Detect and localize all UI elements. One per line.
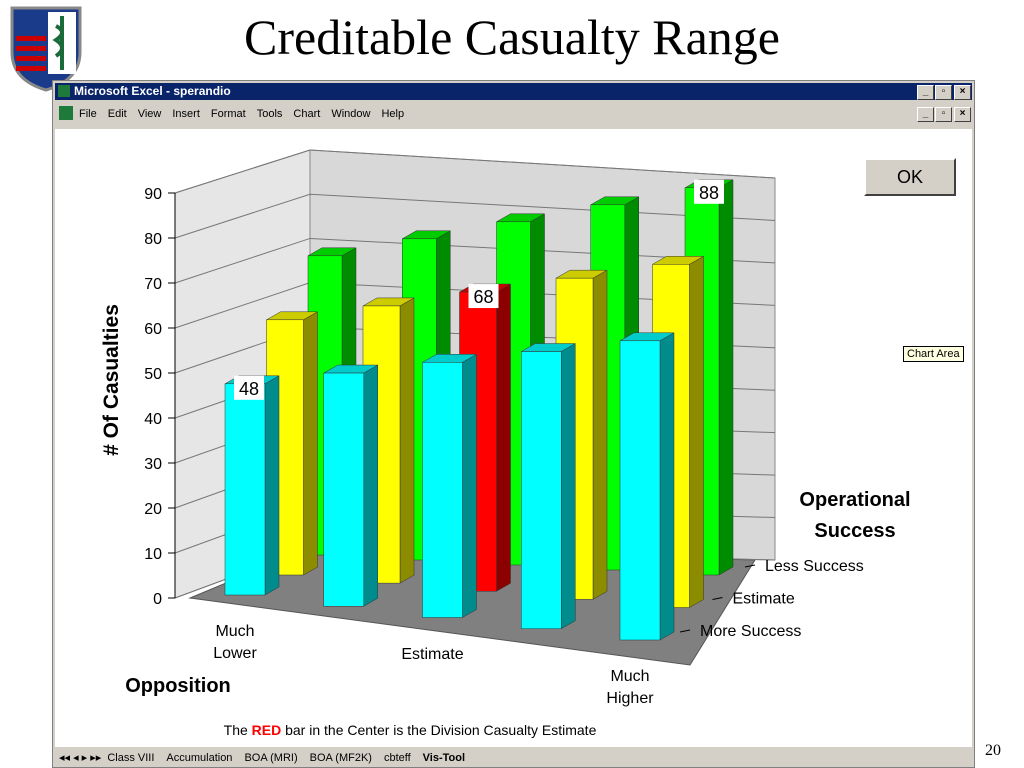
- data-label: 68: [473, 287, 493, 307]
- data-label-box: [468, 284, 499, 309]
- note-highlight: RED: [251, 722, 282, 738]
- menu-bar: File Edit View Insert Format Tools Chart Window…: [55, 103, 972, 125]
- bar-side: [496, 283, 511, 592]
- sheet-tab[interactable]: cbteff: [383, 752, 411, 764]
- z-axis-label: Operational Success: [799, 489, 911, 542]
- data-label-box: [694, 179, 724, 204]
- minimize[interactable]: _: [917, 107, 934, 122]
- minimize[interactable]: _: [917, 85, 934, 100]
- title-bar: Microsoft Excel - sperandio _ ▫ ×: [55, 83, 972, 100]
- bar-side: [718, 179, 734, 576]
- y-tick-label: 40: [144, 411, 162, 428]
- x-tick-label: Much Lower: [213, 623, 257, 662]
- bar: [619, 340, 661, 641]
- tooltip: Chart Area: [903, 346, 964, 362]
- menu-item[interactable]: Window: [331, 108, 371, 120]
- y-tick-label: 10: [144, 546, 162, 563]
- bar-side: [363, 364, 378, 607]
- bar-side: [689, 255, 704, 608]
- note-text: bar in the Center is the Division Casual…: [285, 722, 597, 738]
- sheet-tab[interactable]: Vis-Tool: [422, 752, 466, 764]
- bar: [422, 362, 463, 618]
- bar-side: [561, 343, 576, 630]
- menu-item[interactable]: Insert: [172, 108, 200, 120]
- z-tick-label: More Success: [700, 623, 801, 640]
- menu-item[interactable]: Edit: [107, 108, 127, 120]
- menu-item[interactable]: Tools: [256, 108, 283, 120]
- note-text: The: [223, 722, 248, 738]
- menu-item[interactable]: Format: [210, 108, 246, 120]
- slide-title: Creditable Casualty Range: [244, 9, 780, 65]
- z-tick: [744, 564, 756, 568]
- bar-side: [303, 311, 318, 576]
- bar: [323, 372, 364, 607]
- x-tick-label: Much Higher: [606, 668, 654, 707]
- y-tick-label: 70: [144, 276, 162, 293]
- bar-side: [659, 332, 675, 641]
- z-tick-label: Estimate: [733, 591, 795, 608]
- z-tick-label: Less Success: [765, 558, 864, 575]
- bar-side: [264, 375, 280, 596]
- window-title: Microsoft Excel - sperandio: [74, 84, 231, 98]
- bar-side: [592, 269, 608, 600]
- bar-side: [399, 297, 415, 584]
- menu-item[interactable]: File: [79, 108, 97, 120]
- sheet-tab[interactable]: Class VIII: [107, 752, 155, 764]
- bar-side: [462, 353, 477, 618]
- sheet-tab[interactable]: BOA (MRI): [244, 752, 298, 764]
- z-tick: [679, 629, 691, 633]
- menu-item[interactable]: View: [137, 108, 162, 120]
- grid-line: [174, 149, 776, 194]
- page-number: 20: [985, 742, 1001, 759]
- y-tick-label: 90: [144, 186, 162, 203]
- y-tick-label: 60: [144, 321, 162, 338]
- close[interactable]: ×: [954, 85, 971, 100]
- x-tick-label: Estimate: [401, 645, 464, 663]
- menu-item[interactable]: Chart: [293, 108, 321, 120]
- data-label: 88: [699, 183, 719, 203]
- x-axis-label: Opposition: [125, 675, 231, 697]
- sheet-tab[interactable]: BOA (MF2K): [309, 752, 372, 764]
- data-label: 48: [239, 379, 259, 399]
- sheet-tab[interactable]: Accumulation: [166, 752, 233, 764]
- y-tick-label: 50: [144, 366, 162, 383]
- y-tick-label: 80: [144, 231, 162, 248]
- bar: [521, 351, 562, 629]
- sheet-tabs: ◂◂ ◂ ▸ ▸▸ Class VIII Accumulation BOA (MRI)…: [55, 749, 972, 767]
- close[interactable]: ×: [954, 107, 971, 122]
- chart-note: The RED bar in the Center is the Divisio…: [150, 722, 670, 738]
- menu-item[interactable]: Help: [381, 108, 405, 120]
- logo: [10, 6, 82, 92]
- z-tick: [712, 597, 723, 600]
- restore[interactable]: ▫: [935, 107, 952, 122]
- y-axis-label: # Of Casualties: [100, 304, 123, 456]
- ok-button[interactable]: OK: [864, 158, 956, 196]
- restore[interactable]: ▫: [935, 85, 952, 100]
- y-tick-label: 30: [144, 456, 162, 473]
- y-tick-label: 0: [153, 591, 162, 608]
- data-label-box: [234, 375, 264, 400]
- bar: [224, 383, 266, 596]
- y-tick-label: 20: [144, 501, 162, 518]
